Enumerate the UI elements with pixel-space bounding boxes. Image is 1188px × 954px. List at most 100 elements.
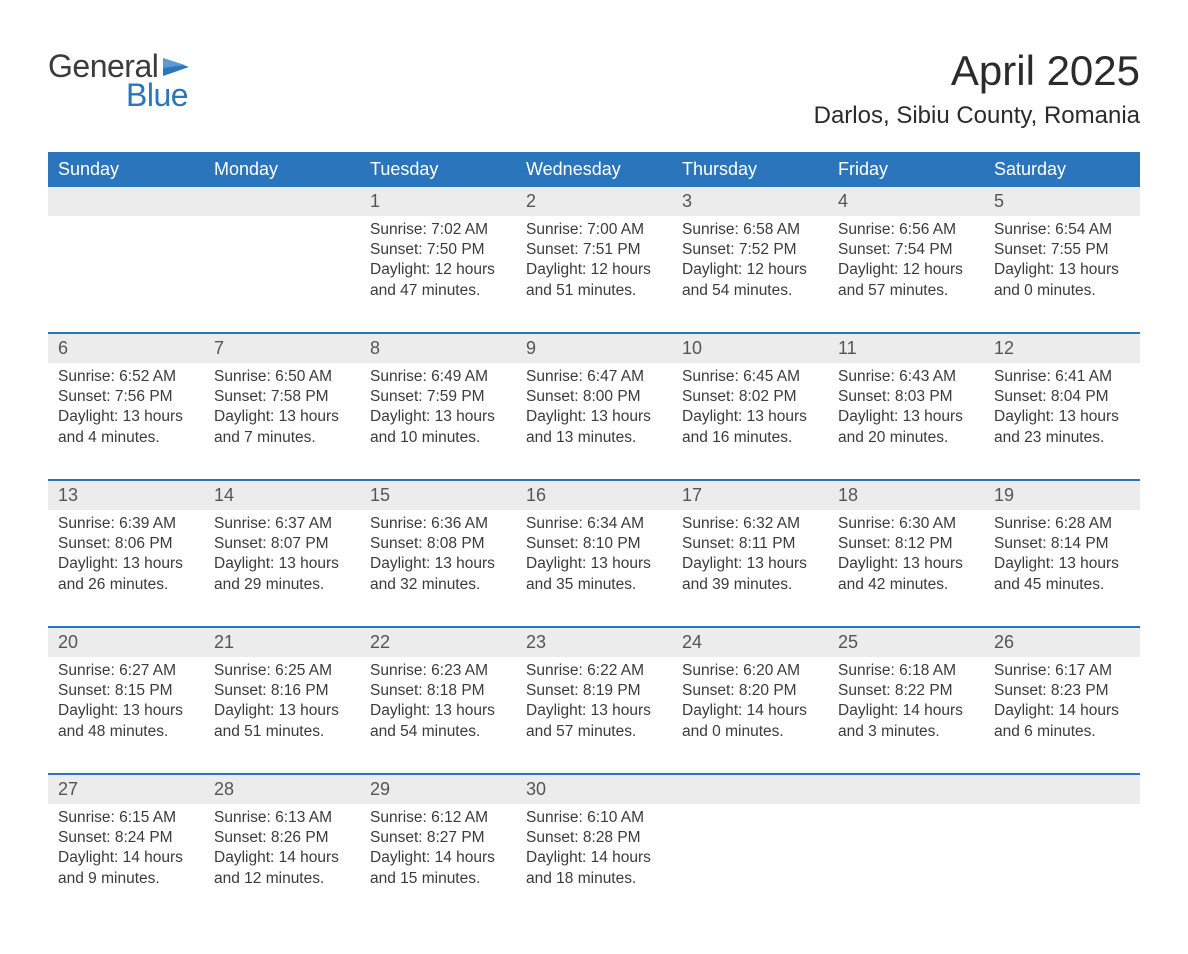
weekday-header: Sunday Monday Tuesday Wednesday Thursday… — [48, 152, 1140, 187]
day-number: 25 — [828, 628, 984, 657]
daynum-row: 13141516171819 — [48, 481, 1140, 510]
daylight-line2: and 39 minutes. — [682, 575, 818, 595]
weekday-wednesday: Wednesday — [516, 152, 672, 187]
daylight-line2: and 45 minutes. — [994, 575, 1130, 595]
day-number — [48, 187, 204, 216]
day-cell: Sunrise: 6:58 AMSunset: 7:52 PMDaylight:… — [672, 216, 828, 318]
day-cell — [828, 804, 984, 906]
day-cell — [48, 216, 204, 318]
daylight-line2: and 35 minutes. — [526, 575, 662, 595]
daylight-line2: and 23 minutes. — [994, 428, 1130, 448]
weekday-monday: Monday — [204, 152, 360, 187]
day-number: 3 — [672, 187, 828, 216]
sunrise-text: Sunrise: 6:10 AM — [526, 808, 662, 828]
day-number: 6 — [48, 334, 204, 363]
day-cell: Sunrise: 7:00 AMSunset: 7:51 PMDaylight:… — [516, 216, 672, 318]
header: General Blue April 2025 Darlos, Sibiu Co… — [48, 48, 1140, 144]
day-cell: Sunrise: 6:37 AMSunset: 8:07 PMDaylight:… — [204, 510, 360, 612]
day-number: 29 — [360, 775, 516, 804]
day-cell: Sunrise: 6:32 AMSunset: 8:11 PMDaylight:… — [672, 510, 828, 612]
weekday-sunday: Sunday — [48, 152, 204, 187]
sunset-text: Sunset: 8:27 PM — [370, 828, 506, 848]
daylight-line1: Daylight: 13 hours — [214, 701, 350, 721]
daylight-line1: Daylight: 13 hours — [370, 407, 506, 427]
daynum-row: 27282930 — [48, 775, 1140, 804]
day-number: 18 — [828, 481, 984, 510]
day-cell: Sunrise: 6:27 AMSunset: 8:15 PMDaylight:… — [48, 657, 204, 759]
sunset-text: Sunset: 8:00 PM — [526, 387, 662, 407]
sunset-text: Sunset: 8:03 PM — [838, 387, 974, 407]
weekday-thursday: Thursday — [672, 152, 828, 187]
daylight-line1: Daylight: 13 hours — [682, 407, 818, 427]
sunset-text: Sunset: 7:58 PM — [214, 387, 350, 407]
sunset-text: Sunset: 8:24 PM — [58, 828, 194, 848]
day-number: 11 — [828, 334, 984, 363]
daylight-line1: Daylight: 13 hours — [526, 554, 662, 574]
daylight-line2: and 3 minutes. — [838, 722, 974, 742]
daylight-line1: Daylight: 13 hours — [838, 554, 974, 574]
day-cell — [984, 804, 1140, 906]
daylight-line1: Daylight: 12 hours — [370, 260, 506, 280]
day-number: 17 — [672, 481, 828, 510]
day-cell: Sunrise: 6:22 AMSunset: 8:19 PMDaylight:… — [516, 657, 672, 759]
day-number — [204, 187, 360, 216]
day-number: 20 — [48, 628, 204, 657]
sunrise-text: Sunrise: 6:50 AM — [214, 367, 350, 387]
daynum-row: 6789101112 — [48, 334, 1140, 363]
daylight-line1: Daylight: 13 hours — [214, 407, 350, 427]
sunset-text: Sunset: 7:56 PM — [58, 387, 194, 407]
day-cell: Sunrise: 6:49 AMSunset: 7:59 PMDaylight:… — [360, 363, 516, 465]
day-cell: Sunrise: 6:50 AMSunset: 7:58 PMDaylight:… — [204, 363, 360, 465]
sunset-text: Sunset: 8:15 PM — [58, 681, 194, 701]
content-row: Sunrise: 6:15 AMSunset: 8:24 PMDaylight:… — [48, 804, 1140, 906]
content-row: Sunrise: 6:52 AMSunset: 7:56 PMDaylight:… — [48, 363, 1140, 465]
daylight-line1: Daylight: 13 hours — [526, 701, 662, 721]
day-cell: Sunrise: 6:34 AMSunset: 8:10 PMDaylight:… — [516, 510, 672, 612]
sunset-text: Sunset: 8:10 PM — [526, 534, 662, 554]
day-number: 21 — [204, 628, 360, 657]
daylight-line1: Daylight: 13 hours — [682, 554, 818, 574]
daylight-line2: and 51 minutes. — [526, 281, 662, 301]
daylight-line2: and 57 minutes. — [526, 722, 662, 742]
day-number: 22 — [360, 628, 516, 657]
month-title: April 2025 — [814, 48, 1140, 94]
day-cell: Sunrise: 6:10 AMSunset: 8:28 PMDaylight:… — [516, 804, 672, 906]
daylight-line2: and 32 minutes. — [370, 575, 506, 595]
daylight-line1: Daylight: 14 hours — [526, 848, 662, 868]
daylight-line1: Daylight: 14 hours — [838, 701, 974, 721]
calendar: Sunday Monday Tuesday Wednesday Thursday… — [48, 152, 1140, 906]
day-cell: Sunrise: 6:36 AMSunset: 8:08 PMDaylight:… — [360, 510, 516, 612]
sunset-text: Sunset: 8:04 PM — [994, 387, 1130, 407]
daylight-line1: Daylight: 13 hours — [58, 701, 194, 721]
sunrise-text: Sunrise: 6:39 AM — [58, 514, 194, 534]
daylight-line2: and 47 minutes. — [370, 281, 506, 301]
day-number: 1 — [360, 187, 516, 216]
sunrise-text: Sunrise: 6:18 AM — [838, 661, 974, 681]
sunset-text: Sunset: 7:51 PM — [526, 240, 662, 260]
day-number — [984, 775, 1140, 804]
daylight-line1: Daylight: 13 hours — [370, 554, 506, 574]
daylight-line1: Daylight: 12 hours — [526, 260, 662, 280]
daylight-line2: and 51 minutes. — [214, 722, 350, 742]
title-block: April 2025 Darlos, Sibiu County, Romania — [814, 48, 1140, 144]
daylight-line2: and 0 minutes. — [682, 722, 818, 742]
day-number: 12 — [984, 334, 1140, 363]
daynum-row: 20212223242526 — [48, 628, 1140, 657]
sunset-text: Sunset: 8:12 PM — [838, 534, 974, 554]
day-cell: Sunrise: 6:30 AMSunset: 8:12 PMDaylight:… — [828, 510, 984, 612]
day-number: 10 — [672, 334, 828, 363]
daynum-row: 12345 — [48, 187, 1140, 216]
day-number: 24 — [672, 628, 828, 657]
sunset-text: Sunset: 7:55 PM — [994, 240, 1130, 260]
day-cell: Sunrise: 6:39 AMSunset: 8:06 PMDaylight:… — [48, 510, 204, 612]
day-number: 14 — [204, 481, 360, 510]
day-number: 26 — [984, 628, 1140, 657]
sunrise-text: Sunrise: 6:41 AM — [994, 367, 1130, 387]
day-number: 30 — [516, 775, 672, 804]
sunset-text: Sunset: 7:52 PM — [682, 240, 818, 260]
weekday-tuesday: Tuesday — [360, 152, 516, 187]
daylight-line1: Daylight: 14 hours — [58, 848, 194, 868]
sunrise-text: Sunrise: 7:00 AM — [526, 220, 662, 240]
daylight-line1: Daylight: 13 hours — [58, 407, 194, 427]
sunrise-text: Sunrise: 6:30 AM — [838, 514, 974, 534]
